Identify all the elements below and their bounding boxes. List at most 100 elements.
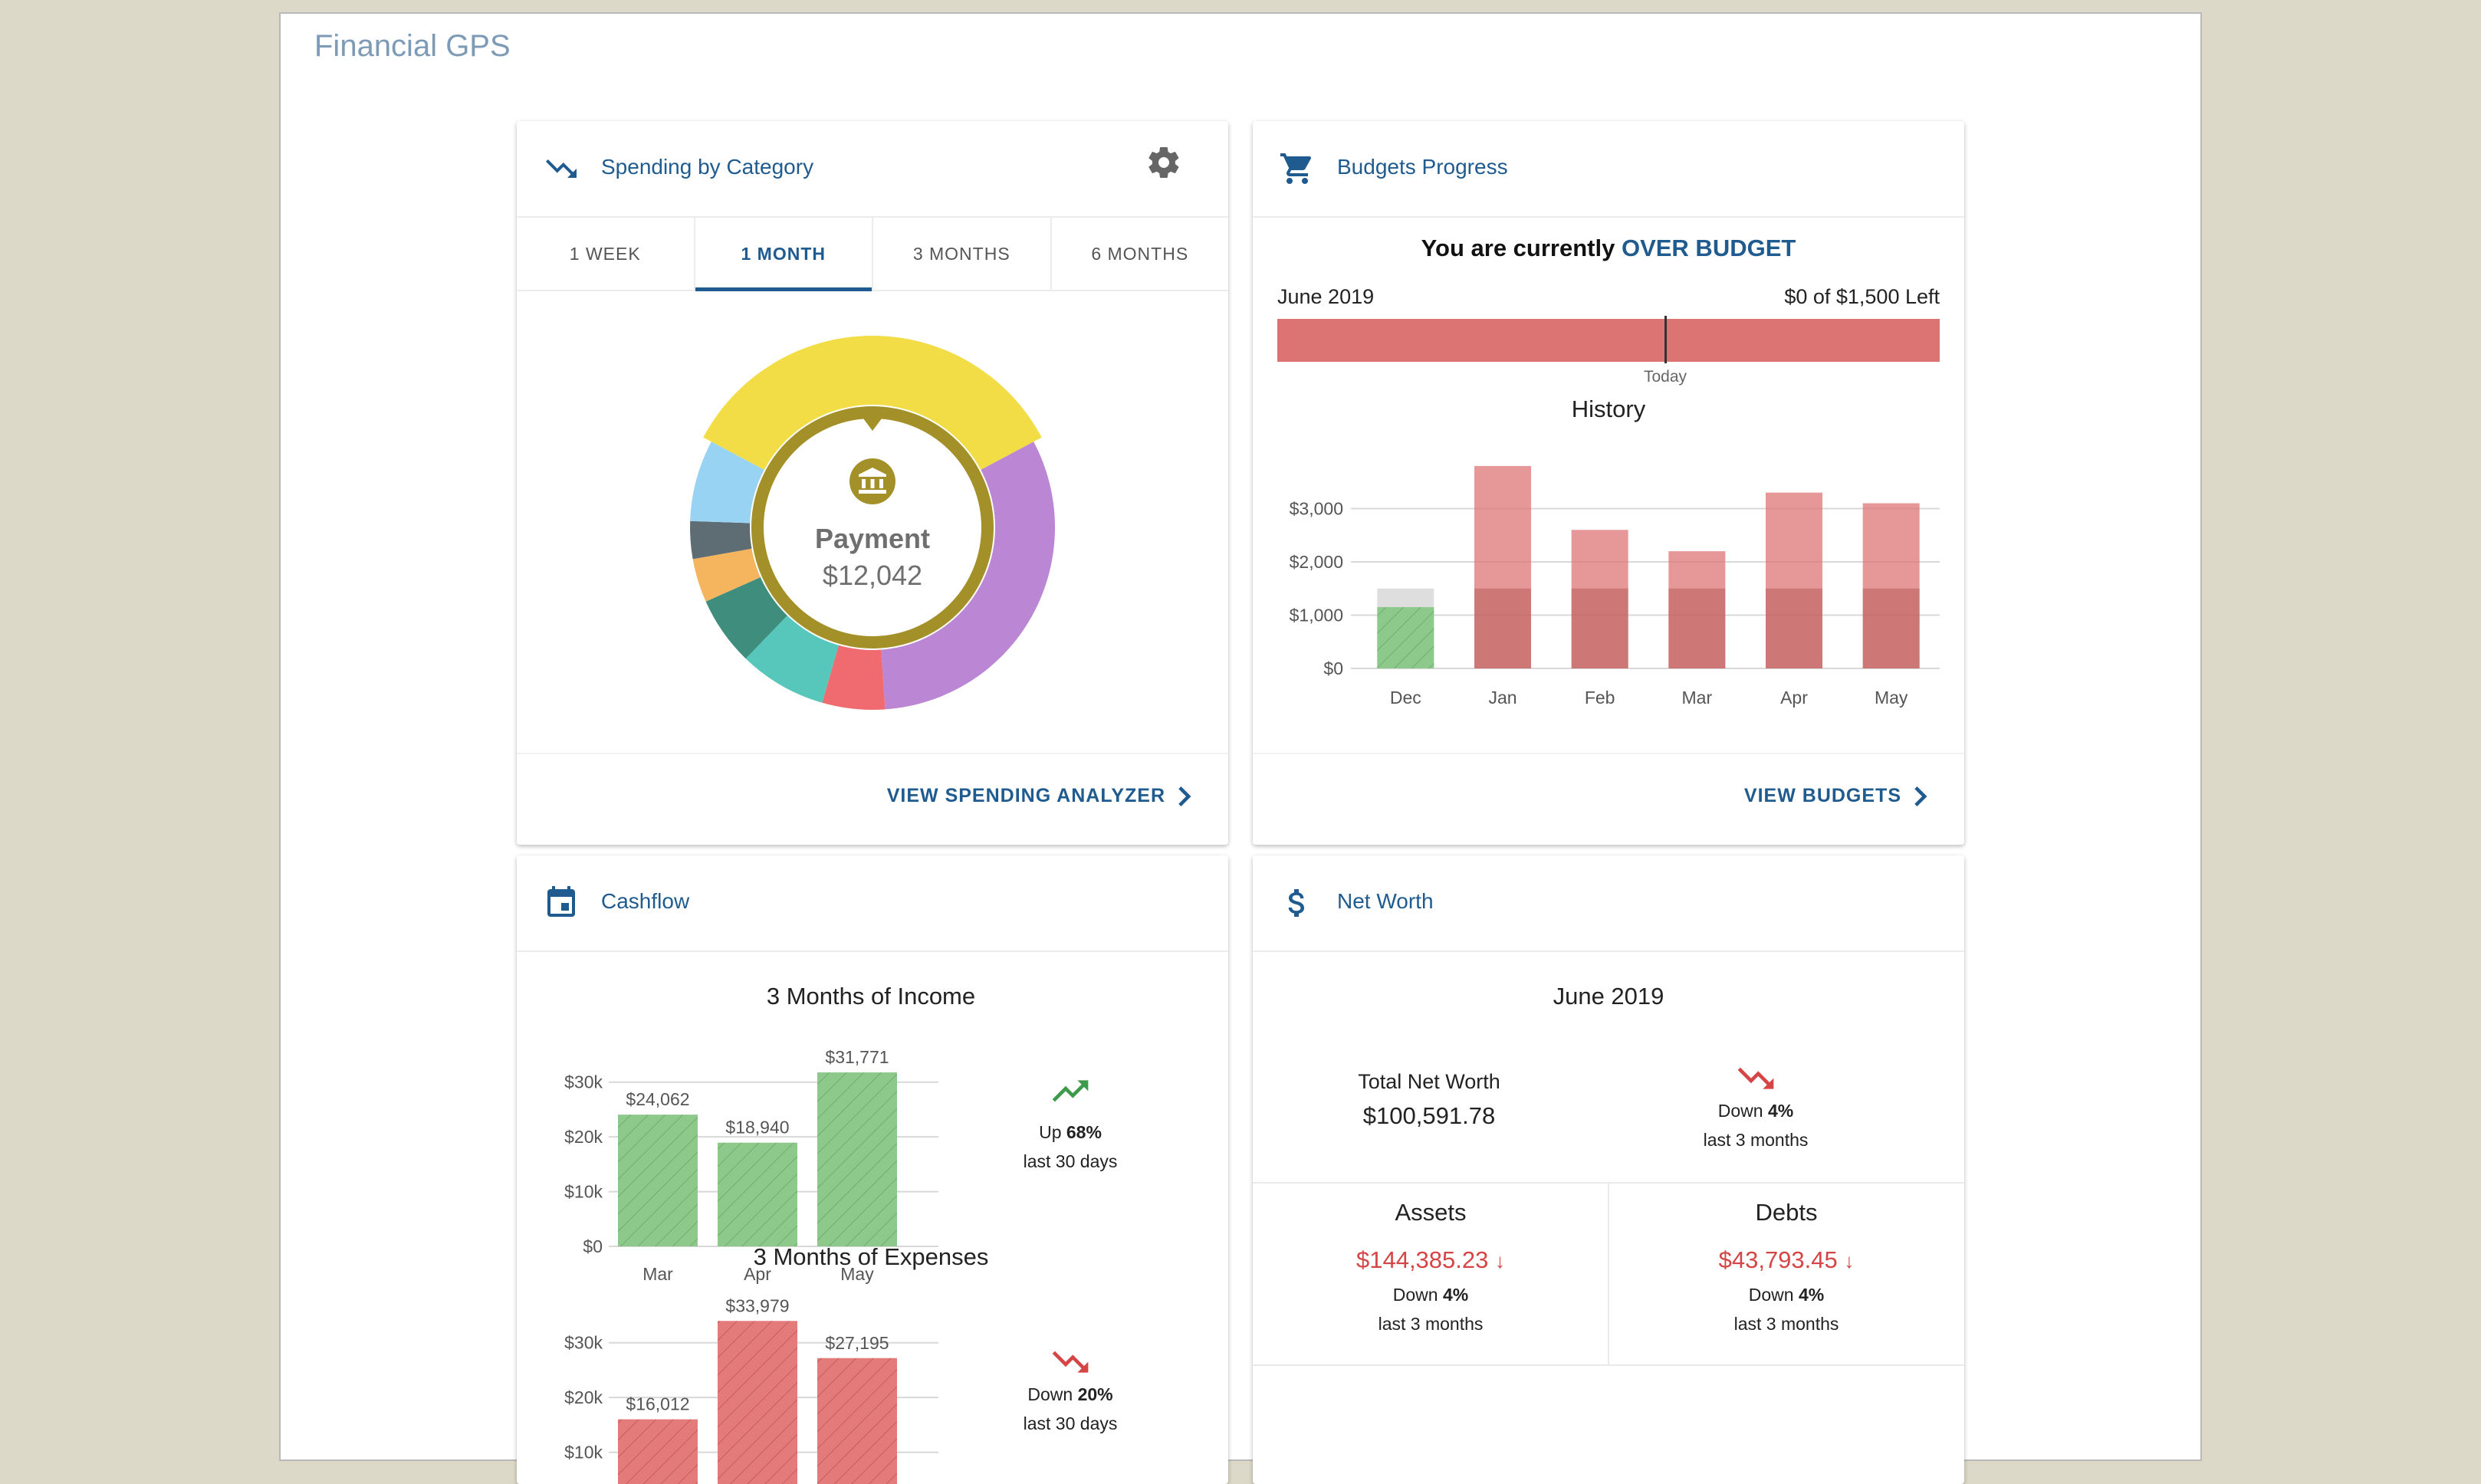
- view-spending-analyzer-link[interactable]: VIEW SPENDING ANALYZER: [887, 785, 1193, 807]
- dollar-icon: [1288, 889, 1304, 917]
- x-tick-label: Apr: [1780, 688, 1808, 708]
- budget-remaining: $0 of $1,500 Left: [1784, 285, 1940, 308]
- total-networth-value: $100,591.78: [1362, 1102, 1496, 1129]
- budget-status-prefix: You are currently: [1421, 235, 1615, 261]
- assets-trend-value: 4%: [1442, 1285, 1469, 1305]
- budget-period: June 2019: [1277, 285, 1375, 308]
- expenses-chart: $0$10k$20k$30k$16,012Mar$33,979Apr$27,19…: [564, 1295, 938, 1484]
- y-tick-label: $0: [583, 1236, 603, 1256]
- app-frame: Financial GPS Spending by Category 1 WEE…: [279, 12, 2202, 1484]
- view-budgets-link[interactable]: VIEW BUDGETS: [1744, 785, 1929, 807]
- y-tick-label: $0: [1323, 658, 1343, 678]
- networth-header: Net Worth: [1253, 855, 1964, 952]
- y-tick-label: $10k: [564, 1443, 603, 1463]
- networth-period: June 2019: [1553, 983, 1664, 1010]
- y-tick-label: $2,000: [1290, 552, 1343, 572]
- y-tick-label: $20k: [564, 1387, 603, 1407]
- income-title: 3 Months of Income: [766, 983, 976, 1010]
- spending-header: Spending by Category: [517, 121, 1228, 218]
- x-tick-label: May: [840, 1264, 874, 1284]
- total-networth-label: Total Net Worth: [1358, 1070, 1500, 1093]
- donut-pointer: [859, 412, 886, 431]
- expenses-title: 3 Months of Expenses: [753, 1243, 989, 1270]
- networth-divider-h2: [1253, 1364, 1964, 1366]
- bar-value-label: $16,012: [626, 1394, 689, 1414]
- y-tick-label: $30k: [564, 1072, 603, 1092]
- debts-label: Debts: [1755, 1199, 1818, 1226]
- expenses-trend-label: Down: [1027, 1384, 1073, 1404]
- networth-divider-v: [1608, 1184, 1609, 1364]
- income-chart-bar-Apr[interactable]: [718, 1142, 797, 1246]
- expenses-chart-bar-Mar[interactable]: [618, 1419, 698, 1484]
- income-trend: Up 68%: [986, 1122, 1155, 1143]
- networth-trend-period: last 3 months: [1703, 1130, 1809, 1150]
- history-bar-budget-Jan: [1474, 588, 1531, 668]
- income-chart-bar-Mar[interactable]: [618, 1115, 698, 1246]
- assets-label: Assets: [1395, 1199, 1467, 1226]
- trending-down-icon: [1052, 1351, 1089, 1373]
- tab-1-week[interactable]: 1 WEEK: [517, 218, 695, 290]
- expenses-chart-bar-May[interactable]: [817, 1358, 897, 1484]
- history-bar-budget-Feb: [1571, 588, 1628, 668]
- networth-title: Net Worth: [1337, 889, 1434, 913]
- tab-1-month[interactable]: 1 MONTH: [695, 218, 873, 291]
- debts-value: $43,793.45: [1718, 1246, 1838, 1273]
- donut-slice-auto[interactable]: [690, 520, 760, 560]
- budget-status-value: OVER BUDGET: [1621, 235, 1796, 261]
- view-spending-analyzer-label: VIEW SPENDING ANALYZER: [886, 785, 1165, 806]
- income-trend-label: Up: [1039, 1122, 1062, 1142]
- calendar-icon: [547, 886, 575, 917]
- period-tabs: 1 WEEK 1 MONTH 3 MONTHS 6 MONTHS: [517, 218, 1228, 291]
- donut-slice-food[interactable]: [822, 638, 886, 710]
- debts-value-row: $43,793.45 ↓: [1609, 1246, 1964, 1274]
- assets-value: $144,385.23: [1356, 1246, 1489, 1273]
- view-budgets-label: VIEW BUDGETS: [1743, 785, 1901, 806]
- y-tick-label: $1,000: [1290, 606, 1343, 625]
- trending-down-icon: [546, 159, 577, 178]
- budget-today-marker: [1664, 316, 1667, 363]
- history-bar-budget-Mar: [1668, 588, 1726, 668]
- bar-value-label: $33,979: [725, 1295, 789, 1315]
- networth-card: Net Worth June 2019 Total Net Worth $100…: [1253, 855, 1964, 1484]
- y-tick-label: $30k: [564, 1333, 603, 1353]
- spending-card: Spending by Category 1 WEEK 1 MONTH 3 MO…: [517, 121, 1228, 845]
- bar-value-label: $24,062: [626, 1089, 689, 1109]
- assets-trend: Down 4%: [1253, 1285, 1609, 1305]
- donut-slice-other[interactable]: [690, 442, 771, 524]
- chevron-right-icon: [1914, 786, 1927, 806]
- shopping-cart-icon: [1280, 153, 1312, 184]
- arrow-down-icon: ↓: [1844, 1249, 1855, 1272]
- spending-donut-chart[interactable]: [681, 336, 1064, 719]
- networth-trend: Down 4%: [1671, 1101, 1840, 1121]
- budget-progress-bar: [1277, 319, 1940, 362]
- tab-6-months[interactable]: 6 MONTHS: [1091, 243, 1189, 264]
- income-chart: $0 $10k $20k $30k $24,062 Mar $18,940 Apr $31,77…: [564, 1047, 938, 1284]
- networth-trend-label: Down: [1717, 1101, 1763, 1121]
- income-trend-value: 68%: [1066, 1122, 1102, 1142]
- income-chart-bar-May[interactable]: [817, 1072, 897, 1246]
- trending-up-icon: [1052, 1080, 1089, 1102]
- debts-trend-period: last 3 months: [1733, 1314, 1839, 1334]
- history-title: History: [1571, 396, 1646, 422]
- assets-trend-label: Down: [1392, 1285, 1438, 1305]
- gear-icon[interactable]: [1145, 144, 1182, 181]
- tab-3-months[interactable]: 3 MONTHS: [873, 218, 1052, 290]
- y-tick-label: $10k: [564, 1182, 603, 1202]
- spending-title: Spending by Category: [601, 155, 814, 179]
- bar-value-label: $31,771: [825, 1047, 889, 1067]
- bar-value-label: $27,195: [825, 1333, 889, 1353]
- assets-value-row: $144,385.23 ↓: [1253, 1246, 1609, 1274]
- networth-trend-value: 4%: [1767, 1101, 1794, 1121]
- debts-trend: Down 4%: [1609, 1285, 1964, 1305]
- expenses-trend-value: 20%: [1077, 1384, 1113, 1404]
- history-bar-budget-May: [1862, 588, 1920, 668]
- cashflow-header: Cashflow: [517, 855, 1228, 952]
- x-tick-label: Dec: [1390, 688, 1421, 708]
- budgets-header: Budgets Progress: [1253, 121, 1964, 218]
- budgets-footer: VIEW BUDGETS: [1253, 753, 1964, 845]
- donut-slice-shopping[interactable]: [880, 442, 1055, 710]
- expenses-chart-bar-Apr[interactable]: [718, 1321, 797, 1484]
- donut-slice-travel[interactable]: [692, 547, 767, 602]
- debts-trend-label: Down: [1748, 1285, 1794, 1305]
- expenses-trend-period: last 30 days: [1023, 1413, 1118, 1433]
